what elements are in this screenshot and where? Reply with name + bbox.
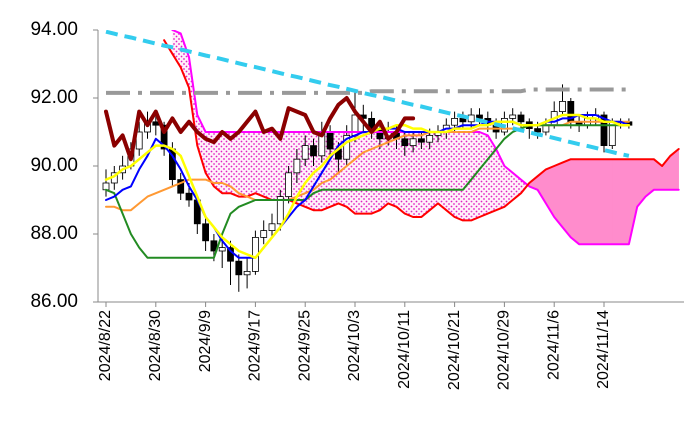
cloud-segment <box>438 132 447 211</box>
candle-body <box>218 247 226 252</box>
cloud-segment <box>487 135 497 214</box>
cloud-segment <box>595 158 605 245</box>
candle-body <box>409 138 417 147</box>
cloud-segment <box>222 132 231 194</box>
cloud-segment <box>471 132 480 221</box>
cloud-segment <box>628 158 638 245</box>
candle-body <box>235 260 243 276</box>
candle-body <box>293 158 301 174</box>
cloud-segment <box>263 132 272 200</box>
cloud-segment <box>620 158 630 245</box>
y-tick-label: 90.00 <box>30 155 78 176</box>
cloud-segment <box>255 132 264 197</box>
x-tick-label: 2024/8/30 <box>147 310 164 381</box>
cloud-segment <box>172 30 181 68</box>
cloud-segment <box>504 166 513 207</box>
candle-body <box>401 138 409 147</box>
candle-body <box>451 118 459 126</box>
cloud-segment <box>238 132 248 197</box>
x-tick-label: 2024/9/9 <box>197 310 214 372</box>
cloud-segment <box>496 149 505 211</box>
cloud-segment <box>612 158 621 245</box>
cloud-segment <box>562 158 572 239</box>
cloud-segment <box>512 172 521 200</box>
y-tick-label: 88.00 <box>30 223 78 244</box>
cloud-segment <box>180 33 189 88</box>
plot-area <box>102 30 680 292</box>
candle-body <box>426 134 434 143</box>
indicator-line <box>104 96 416 162</box>
cloud-segment <box>462 132 472 221</box>
y-tick-label: 86.00 <box>30 291 78 312</box>
candle-body <box>243 270 251 276</box>
candle-body <box>276 196 284 225</box>
candle-body <box>268 223 276 232</box>
cloud-segment <box>213 132 223 194</box>
cloud-segment <box>479 132 488 217</box>
cloud-segment <box>429 132 438 211</box>
candle-body <box>285 172 293 198</box>
cloud-segment <box>404 132 414 217</box>
cloud-segment <box>446 132 455 217</box>
candle-body <box>368 118 376 130</box>
indicator-line <box>105 124 630 259</box>
cloud-segment <box>247 132 256 197</box>
cloud-segment <box>272 132 281 200</box>
candle-body <box>600 114 608 147</box>
x-tick-label: 2024/9/17 <box>247 310 264 381</box>
x-tick-label: 2024/10/3 <box>346 310 363 381</box>
cloud-segment <box>396 132 405 214</box>
candle-body <box>534 128 541 133</box>
cloud-segment <box>355 132 364 214</box>
candle-body <box>542 124 550 133</box>
candle-body <box>177 179 185 194</box>
cloud-segment <box>603 158 613 245</box>
cloud-segment <box>388 132 397 207</box>
candle-body <box>160 124 168 150</box>
cloud-segment <box>413 132 422 217</box>
y-tick-label: 92.00 <box>30 87 78 108</box>
axes: 86.00 88.00 90.00 92.00 94.00 2024/8/22 2024/8… <box>30 19 684 390</box>
candle-body <box>343 134 351 160</box>
cloud-segment <box>454 132 463 221</box>
x-tick-label: 2024/11/14 <box>595 310 612 389</box>
y-tick-label: 94.00 <box>30 19 78 40</box>
x-tick-label: 2024/10/21 <box>446 310 463 390</box>
candle-body <box>310 145 317 157</box>
senkou-b-line <box>163 39 680 222</box>
x-tick-label: 2024/10/29 <box>496 310 513 390</box>
x-tick-label: 2024/8/22 <box>97 310 114 381</box>
cloud-segment <box>421 132 430 217</box>
cloud-segment <box>587 158 596 245</box>
candle-body <box>102 182 110 191</box>
candle-body <box>202 223 210 242</box>
trend-line <box>105 30 630 158</box>
cloud-segment <box>570 158 580 245</box>
candle-body <box>559 101 566 113</box>
candle-body <box>326 131 334 150</box>
cloud-segment <box>363 132 372 214</box>
candle-body <box>417 138 425 143</box>
candle-body <box>185 192 193 201</box>
cloud-segment <box>371 132 380 214</box>
candle-body <box>301 145 309 160</box>
cloud-segment <box>230 132 239 197</box>
x-tick-label: 2024/10/11 <box>396 310 413 389</box>
x-tick-label: 2024/9/25 <box>296 310 313 381</box>
candle-body <box>152 121 160 126</box>
candle-body <box>509 114 517 119</box>
candle-body <box>517 114 525 123</box>
candle-body <box>135 131 143 150</box>
x-tick-label: 2024/11/6 <box>545 310 562 380</box>
candle-body <box>210 240 218 252</box>
indicator-line <box>104 113 631 260</box>
candle-body <box>260 230 268 238</box>
cloud-segment <box>578 158 588 245</box>
cloud-segment <box>189 57 198 146</box>
cloud-segment <box>205 132 214 187</box>
